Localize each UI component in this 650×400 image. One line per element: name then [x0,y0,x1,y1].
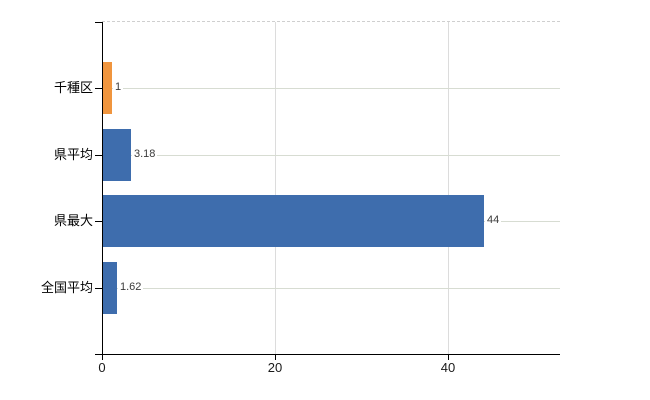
h-gridline [102,288,560,289]
x-tick-label: 20 [267,360,283,375]
bar-value-label: 1.62 [118,281,144,294]
y-axis-line [102,22,103,354]
bar-value-label: 1 [113,81,124,94]
y-axis-tick [95,288,102,289]
bar-value-label: 44 [485,214,502,227]
bar[interactable] [103,262,117,314]
h-gridline [102,88,560,89]
category-label: 全国平均 [40,280,93,295]
y-axis-tick [95,221,102,222]
bar-value-label: 3.18 [132,148,158,161]
y-axis-top-tick [95,22,102,23]
y-axis-tick [95,155,102,156]
bar[interactable] [103,195,484,247]
category-label: 千種区 [53,80,93,95]
x-axis-tick [102,354,103,360]
bar[interactable] [103,129,131,181]
category-label: 県平均 [53,147,93,162]
x-axis-tick [448,354,449,360]
v-gridline-40 [448,22,449,354]
x-axis-tick [275,354,276,360]
h-gridline [102,155,560,156]
bar[interactable] [103,62,112,114]
y-axis-tick [95,88,102,89]
plot-top-border [102,21,560,22]
x-tick-label: 0 [98,360,106,375]
category-label: 県最大 [53,213,93,228]
x-axis-line [95,354,560,355]
x-tick-label: 40 [440,360,456,375]
v-gridline-20 [275,22,276,354]
